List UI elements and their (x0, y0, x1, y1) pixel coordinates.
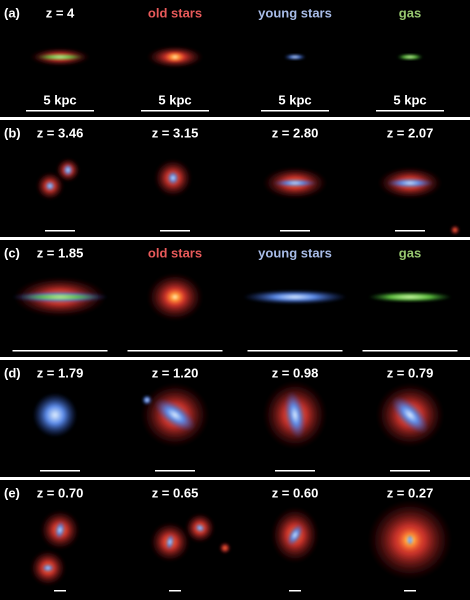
galaxy (386, 178, 434, 188)
separator (0, 477, 470, 480)
scale-bar (169, 590, 181, 592)
scale-bar (376, 110, 444, 112)
cell-title: z = 0.70 (37, 485, 84, 500)
cell-title: z = 1.79 (37, 365, 84, 380)
galaxy (243, 290, 347, 304)
cell-title: old stars (148, 5, 202, 20)
galaxy (368, 292, 452, 302)
galaxy (407, 535, 413, 545)
scale-bar (12, 350, 108, 352)
scale-bar (247, 350, 343, 352)
galaxy (195, 523, 205, 533)
galaxy (42, 564, 54, 572)
galaxy (45, 181, 55, 191)
cell-title: z = 0.65 (152, 485, 199, 500)
scale-bar (261, 110, 329, 112)
galaxy (284, 54, 306, 60)
cell-title: young stars (258, 245, 332, 260)
cell-title: z = 0.98 (272, 365, 319, 380)
separator (0, 117, 470, 120)
galaxy (167, 171, 179, 185)
panel-label: (d) (4, 365, 21, 380)
cell-title: z = 1.85 (37, 245, 84, 260)
scale-bar (362, 350, 458, 352)
cell-title: gas (399, 245, 421, 260)
cell-title: z = 0.79 (387, 365, 434, 380)
cell-title: z = 0.60 (272, 485, 319, 500)
cell-title: z = 2.07 (387, 125, 434, 140)
separator (0, 237, 470, 240)
galaxy (36, 54, 84, 60)
galaxy (219, 542, 231, 554)
galaxy (284, 391, 306, 439)
scale-bar (141, 110, 209, 112)
galaxy (273, 179, 317, 187)
galaxy (33, 393, 77, 437)
panel-label: (b) (4, 125, 21, 140)
galaxy (154, 398, 196, 432)
galaxy (165, 289, 185, 305)
scale-label: 5 kpc (278, 92, 311, 107)
galaxy (287, 524, 303, 546)
galaxy (165, 52, 185, 62)
panel-label: (e) (4, 485, 20, 500)
scale-bar (127, 350, 223, 352)
galaxy (63, 164, 73, 176)
scale-bar (155, 470, 195, 472)
galaxy (397, 54, 423, 60)
scale-bar (45, 230, 75, 232)
scale-label: 5 kpc (43, 92, 76, 107)
scale-bar (395, 230, 425, 232)
scale-bar (404, 590, 416, 592)
cell-title: z = 4 (46, 5, 75, 20)
panel-label: (a) (4, 5, 20, 20)
galaxy (142, 395, 152, 405)
scale-bar (390, 470, 430, 472)
scale-bar (280, 230, 310, 232)
separator (0, 357, 470, 360)
cell-title: z = 3.46 (37, 125, 84, 140)
scale-bar (54, 590, 66, 592)
scale-bar (40, 470, 80, 472)
cell-title: gas (399, 5, 421, 20)
cell-title: z = 2.80 (272, 125, 319, 140)
panel-label: (c) (4, 245, 20, 260)
scale-bar (160, 230, 190, 232)
cell-title: young stars (258, 5, 332, 20)
galaxy (20, 294, 100, 300)
scale-label: 5 kpc (158, 92, 191, 107)
scale-bar (275, 470, 315, 472)
scale-bar (289, 590, 301, 592)
cell-title: z = 0.27 (387, 485, 434, 500)
cell-title: old stars (148, 245, 202, 260)
galaxy (165, 534, 175, 550)
galaxy (54, 521, 66, 539)
galaxy (391, 396, 429, 434)
galaxy (450, 225, 460, 235)
cell-title: z = 1.20 (152, 365, 199, 380)
scale-bar (26, 110, 94, 112)
scale-label: 5 kpc (393, 92, 426, 107)
cell-title: z = 3.15 (152, 125, 199, 140)
